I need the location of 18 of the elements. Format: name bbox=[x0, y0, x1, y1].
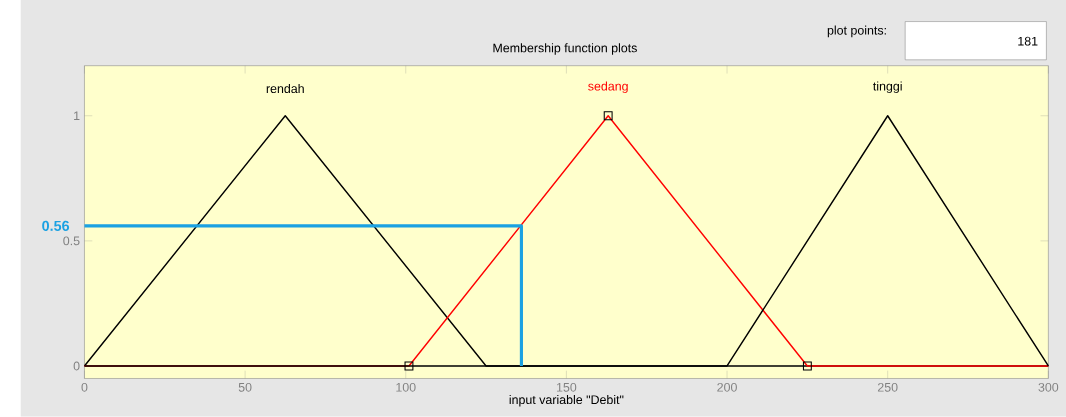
y-tick-label: 0 bbox=[73, 361, 80, 371]
x-tick-label: 150 bbox=[556, 383, 577, 392]
x-tick-label: 0 bbox=[81, 383, 88, 392]
y-tick-label: 1 bbox=[74, 111, 80, 121]
annotation: 0.56 bbox=[42, 220, 70, 232]
text: sedang bbox=[588, 81, 628, 94]
text: rendah bbox=[266, 84, 304, 94]
text: 181 bbox=[1018, 36, 1038, 46]
chart-title: Membership function plots bbox=[493, 43, 637, 55]
x-tick-label: 250 bbox=[877, 383, 898, 392]
text: plot points: bbox=[827, 25, 886, 38]
text: tinggi bbox=[873, 81, 902, 94]
x-tick-label: 200 bbox=[717, 383, 737, 392]
x-tick-label: 300 bbox=[1038, 383, 1059, 392]
x-tick-label: 100 bbox=[396, 383, 416, 392]
x-tick-label: 50 bbox=[238, 383, 252, 392]
y-tick-label: 0.5 bbox=[63, 236, 80, 246]
x-axis-title: input variable "Debit" bbox=[509, 395, 624, 407]
